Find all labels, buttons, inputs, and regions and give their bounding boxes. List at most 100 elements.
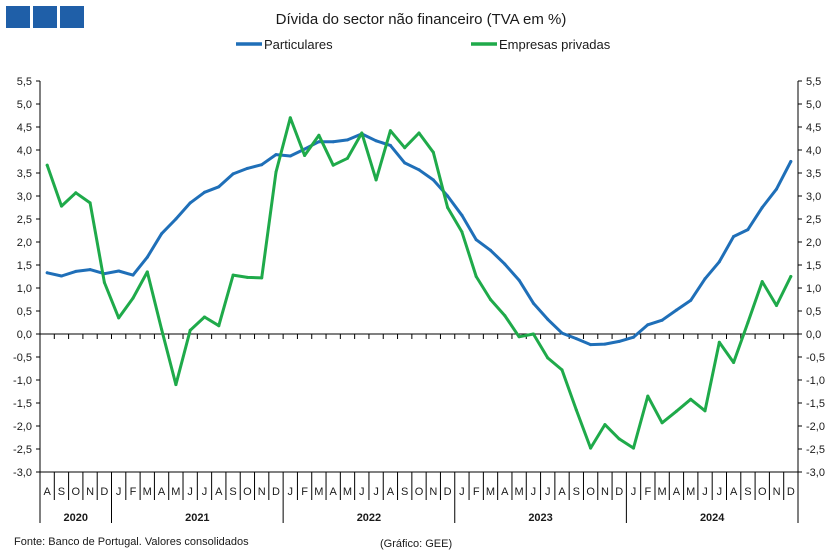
month-label: M [686, 486, 695, 498]
data-point-particulares [617, 339, 621, 343]
data-point-particulares [117, 269, 121, 273]
y-tick-label-right: 4,0 [806, 145, 821, 157]
y-tick-label-left: -1,5 [13, 398, 32, 410]
data-point-particulares [789, 160, 793, 163]
data-point-empresas-privadas [145, 270, 149, 274]
y-tick-label-left: -2,5 [13, 444, 32, 456]
data-point-particulares [145, 255, 149, 259]
month-label: J [187, 486, 193, 498]
source-note: Fonte: Banco de Portugal. Valores consol… [14, 536, 249, 548]
data-point-empresas-privadas [60, 204, 63, 208]
data-point-particulares [474, 238, 478, 242]
data-point-empresas-privadas [374, 178, 378, 182]
y-tick-label-left: 2,0 [17, 237, 32, 249]
data-point-particulares [174, 217, 178, 221]
month-label: F [130, 486, 137, 498]
data-point-empresas-privadas [574, 408, 578, 412]
data-point-empresas-privadas [546, 356, 550, 360]
data-point-empresas-privadas [260, 276, 264, 280]
data-point-empresas-privadas [174, 383, 178, 387]
data-point-empresas-privadas [231, 273, 235, 277]
data-point-empresas-privadas [646, 394, 650, 398]
month-label: N [429, 486, 437, 498]
chart-title: Dívida do sector não financeiro (TVA em … [276, 11, 567, 28]
month-label: N [86, 486, 94, 498]
data-point-particulares [188, 201, 192, 205]
month-label: F [301, 486, 308, 498]
gee-logo [6, 6, 84, 28]
data-point-particulares [589, 343, 593, 347]
logo-square-3 [60, 6, 84, 28]
data-point-empresas-privadas [489, 298, 492, 301]
y-tick-label-right: 3,0 [806, 191, 821, 203]
month-label: M [486, 486, 495, 498]
month-label: M [343, 486, 352, 498]
y-tick-label-left: 0,0 [17, 329, 32, 341]
y-tick-label-right: 5,0 [806, 99, 821, 111]
y-tick-label-right: 3,5 [806, 168, 821, 180]
data-point-particulares [317, 140, 321, 144]
month-label: J [631, 486, 637, 498]
data-point-empresas-privadas [474, 275, 478, 278]
year-label: 2024 [700, 512, 725, 524]
month-label: A [673, 486, 681, 498]
y-tick-label-right: -1,5 [806, 398, 825, 410]
year-label: 2021 [185, 512, 209, 524]
data-point-particulares [717, 260, 721, 264]
data-point-empresas-privadas [117, 316, 121, 320]
month-label: O [586, 486, 595, 498]
data-point-empresas-privadas [503, 314, 507, 318]
logo-square-2 [33, 6, 57, 28]
data-point-empresas-privadas [517, 335, 521, 339]
data-point-particulares [503, 262, 507, 266]
month-label: N [258, 486, 266, 498]
month-label: J [702, 486, 708, 498]
logo-square-1 [6, 6, 30, 28]
data-point-empresas-privadas [603, 423, 607, 427]
data-point-empresas-privadas [460, 230, 464, 234]
month-label: S [229, 486, 236, 498]
month-label: F [473, 486, 480, 498]
y-tick-label-right: 2,5 [806, 214, 821, 226]
month-label: M [171, 486, 180, 498]
data-point-empresas-privadas [703, 409, 707, 413]
data-point-empresas-privadas [331, 163, 335, 167]
data-point-empresas-privadas [732, 361, 736, 364]
month-label: O [415, 486, 424, 498]
data-point-particulares [217, 185, 221, 189]
data-point-particulares [732, 235, 736, 238]
data-point-particulares [703, 277, 707, 281]
data-point-empresas-privadas [589, 446, 593, 450]
y-tick-label-right: 0,0 [806, 329, 821, 341]
data-point-particulares [331, 140, 335, 144]
year-label: 2022 [357, 512, 381, 524]
year-label: 2023 [528, 512, 552, 524]
y-tick-label-right: 5,5 [806, 76, 821, 88]
data-point-empresas-privadas [403, 146, 407, 150]
month-label: D [615, 486, 623, 498]
data-point-empresas-privadas [717, 340, 721, 344]
data-point-empresas-privadas [317, 133, 321, 137]
y-tick-label-right: 4,5 [806, 122, 821, 134]
data-point-empresas-privadas [102, 281, 106, 284]
legend-label-2: Empresas privadas [499, 37, 611, 52]
data-point-particulares [517, 278, 521, 282]
month-label: A [330, 486, 338, 498]
month-label: S [573, 486, 580, 498]
data-point-empresas-privadas [288, 116, 292, 120]
y-tick-label-left: 3,5 [17, 168, 32, 180]
month-label: A [43, 486, 51, 498]
month-label: F [644, 486, 651, 498]
data-point-empresas-privadas [446, 206, 450, 209]
data-point-particulares [746, 228, 750, 232]
month-label: S [744, 486, 751, 498]
data-point-particulares [760, 206, 764, 209]
data-point-particulares [546, 317, 550, 321]
data-point-empresas-privadas [188, 328, 192, 332]
data-point-particulares [403, 161, 407, 165]
y-tick-label-left: 2,5 [17, 214, 32, 226]
data-point-empresas-privadas [74, 191, 78, 195]
data-point-particulares [374, 139, 378, 143]
data-point-particulares [574, 337, 578, 341]
month-label: J [116, 486, 122, 498]
